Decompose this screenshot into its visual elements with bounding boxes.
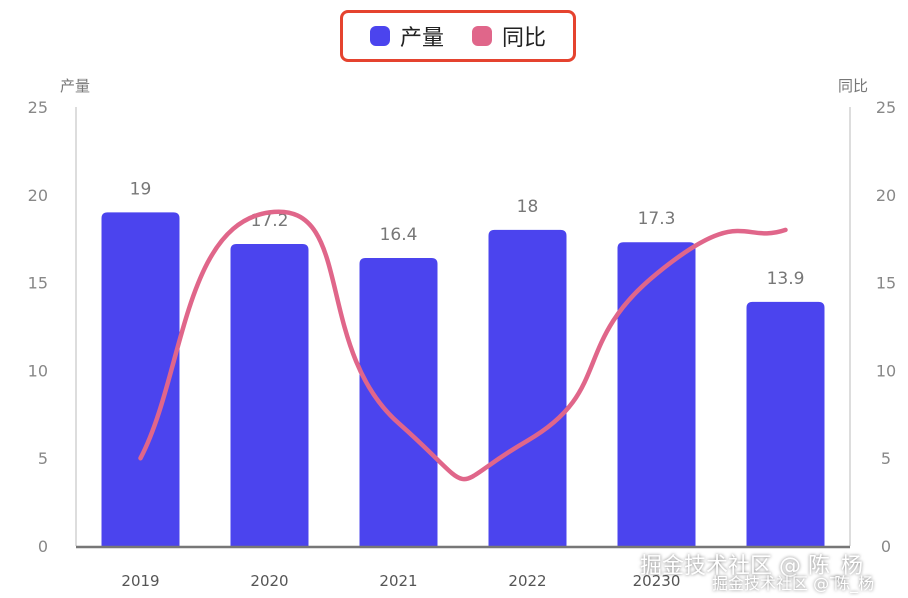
y-right-tick-label: 25 (876, 98, 896, 117)
bar (359, 258, 438, 546)
bar-data-label: 19 (130, 179, 152, 199)
x-tick-label: 20230 (633, 572, 681, 590)
bar-data-label: 13.9 (767, 269, 805, 289)
watermark-text: 掘金技术社区 @ 陈_杨 (640, 554, 863, 579)
legend: 产量 同比 (340, 10, 576, 62)
legend-item-yoy[interactable]: 同比 (472, 20, 546, 52)
legend-label-output: 产量 (399, 26, 444, 51)
bar (488, 229, 567, 547)
y-left-tick-label: 25 (28, 98, 48, 117)
watermark-text-secondary: 掘金技术社区 @ 陈_杨 (712, 574, 875, 593)
bar (746, 301, 825, 546)
y-left-tick-label: 0 (38, 537, 48, 556)
y-right-tick-label: 15 (876, 274, 896, 293)
y-left-tick-label: 5 (38, 449, 48, 468)
y-right-tick-label: 0 (881, 537, 891, 556)
y-right-tick-label: 5 (881, 449, 891, 468)
bar-data-label: 18 (517, 197, 539, 217)
y-axis-right-title: 同比 (838, 77, 868, 95)
x-tick-label: 2019 (121, 572, 159, 590)
bar (101, 212, 180, 547)
legend-label-yoy: 同比 (502, 26, 547, 51)
x-tick-label: 2022 (508, 572, 546, 590)
bar-data-label: 16.4 (380, 225, 418, 245)
y-left-tick-label: 15 (28, 274, 48, 293)
x-tick-label: 2021 (379, 572, 417, 590)
y-left-tick-label: 10 (28, 361, 48, 380)
series-line-yoy (138, 209, 788, 482)
x-tick-label: 2020 (250, 572, 288, 590)
y-right-tick-label: 10 (876, 361, 896, 380)
y-left-tick-label: 20 (28, 186, 48, 205)
bar (617, 242, 696, 546)
y-axis-left-title: 产量 (60, 77, 90, 95)
legend-item-output[interactable]: 产量 (369, 20, 444, 52)
legend-swatch-yoy (472, 26, 492, 46)
y-right-tick-label: 20 (876, 186, 896, 205)
legend-swatch-output (369, 26, 390, 46)
bar-data-label: 17.3 (638, 209, 676, 229)
bar (230, 243, 309, 546)
